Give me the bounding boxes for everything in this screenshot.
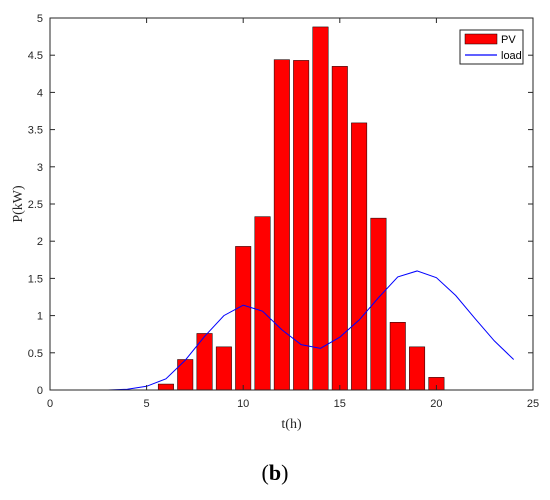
- legend-pv-swatch: [464, 33, 498, 45]
- y-tick-label: 3.5: [28, 125, 43, 137]
- y-tick-label: 1.5: [28, 273, 43, 285]
- panel-label-open: (: [261, 460, 269, 485]
- x-tick-label: 15: [334, 398, 346, 410]
- pv-bar: [331, 66, 348, 391]
- y-tick-label: 5: [37, 13, 43, 25]
- legend-load-label: load: [501, 50, 522, 62]
- pv-bar: [215, 346, 232, 391]
- y-axis-label: P(kW): [11, 185, 26, 223]
- pv-bar: [351, 122, 368, 391]
- pv-bar: [254, 216, 271, 391]
- pv-bar: [177, 359, 194, 391]
- panel-label-letter: b: [268, 460, 282, 485]
- load-line: [50, 270, 515, 391]
- x-tick-label: 20: [430, 398, 442, 410]
- pv-bar: [235, 246, 252, 391]
- pv-bar: [312, 26, 329, 391]
- pv-bars: [157, 26, 445, 391]
- y-tick-label: 1: [37, 311, 43, 323]
- chart: 0 5 10 15 20 25 0 0.5 1 1.5 2 2.5 3 3.5 4 4.5 5 t(h) P(k…: [11, 13, 540, 432]
- y-tick-label: 4.5: [28, 50, 43, 62]
- pv-bar: [389, 322, 406, 391]
- x-tick-label: 0: [47, 398, 53, 410]
- y-tick-label: 0.5: [28, 348, 43, 360]
- y-tick-label: 2: [37, 236, 43, 248]
- y-tick-label: 2.5: [28, 199, 43, 211]
- y-tick-label: 4: [37, 87, 43, 99]
- panel-label-close: ): [281, 460, 289, 485]
- x-tick-label: 5: [144, 398, 150, 410]
- x-axis-label: t(h): [281, 417, 302, 432]
- pv-bar: [409, 346, 426, 391]
- pv-bar: [196, 333, 213, 391]
- legend-pv-label: PV: [501, 34, 516, 46]
- load-line-layer: [50, 270, 515, 391]
- x-tick-label: 25: [527, 398, 539, 410]
- y-tick-label: 0: [37, 385, 43, 397]
- y-tick-label: 3: [37, 162, 43, 174]
- panel-label: (b): [0, 460, 550, 486]
- x-tick-label: 10: [237, 398, 249, 410]
- axis-ticks: 0 5 10 15 20 25 0 0.5 1 1.5 2 2.5 3 3.5 4 4.5 5: [28, 13, 539, 410]
- legend: PV load: [459, 29, 524, 65]
- pv-bar: [273, 59, 290, 391]
- pv-bar: [157, 383, 174, 391]
